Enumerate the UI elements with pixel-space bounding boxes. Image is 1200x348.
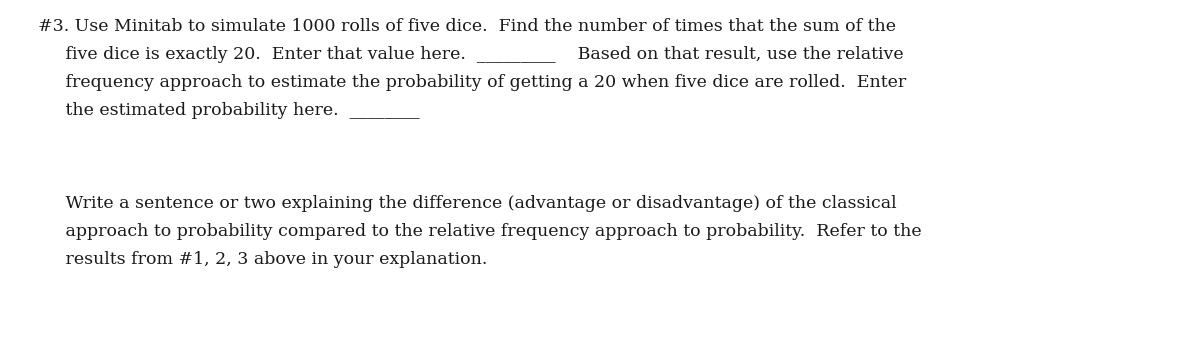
Text: the estimated probability here.  ________: the estimated probability here. ________: [38, 102, 420, 119]
Text: five dice is exactly 20.  Enter that value here.  _________    Based on that res: five dice is exactly 20. Enter that valu…: [38, 46, 904, 63]
Text: #3. Use Minitab to simulate 1000 rolls of five dice.  Find the number of times t: #3. Use Minitab to simulate 1000 rolls o…: [38, 18, 896, 35]
Text: approach to probability compared to the relative frequency approach to probabili: approach to probability compared to the …: [38, 223, 922, 240]
Text: results from #1, 2, 3 above in your explanation.: results from #1, 2, 3 above in your expl…: [38, 251, 487, 268]
Text: frequency approach to estimate the probability of getting a 20 when five dice ar: frequency approach to estimate the proba…: [38, 74, 906, 91]
Text: Write a sentence or two explaining the difference (advantage or disadvantage) of: Write a sentence or two explaining the d…: [38, 195, 896, 212]
